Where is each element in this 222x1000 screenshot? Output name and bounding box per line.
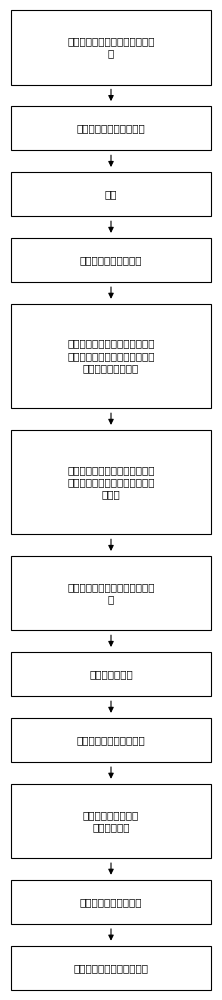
- Text: 淀积导电材料层: 淀积导电材料层: [89, 669, 133, 679]
- Text: 淀积金属电极并图形化: 淀积金属电极并图形化: [80, 897, 142, 907]
- Text: 图形化并刻蚀导电材料层: 图形化并刻蚀导电材料层: [77, 735, 145, 745]
- Text: 根据图样刻蚀深槽或深孔: 根据图样刻蚀深槽或深孔: [77, 123, 145, 133]
- Text: 图形化并刻蚀密封层和电隔离结
构: 图形化并刻蚀密封层和电隔离结 构: [67, 582, 155, 604]
- Text: 淀积密封材料作为密封层，覆盖
整个晶圆表面，密封之前刻蚀开
的结构: 淀积密封材料作为密封层，覆盖 整个晶圆表面，密封之前刻蚀开 的结构: [67, 465, 155, 499]
- FancyBboxPatch shape: [11, 718, 211, 762]
- Text: 刻蚀刻穿第一悬空硅膜: 刻蚀刻穿第一悬空硅膜: [80, 255, 142, 265]
- Text: 退火: 退火: [105, 189, 117, 199]
- FancyBboxPatch shape: [11, 304, 211, 408]
- FancyBboxPatch shape: [11, 172, 211, 216]
- FancyBboxPatch shape: [11, 784, 211, 858]
- FancyBboxPatch shape: [11, 10, 211, 85]
- FancyBboxPatch shape: [11, 946, 211, 990]
- FancyBboxPatch shape: [11, 652, 211, 696]
- Text: 提供衬底硅，在衬底硅上加工图
样: 提供衬底硅，在衬底硅上加工图 样: [67, 36, 155, 58]
- Text: 淀积半导体绝缘层，
图形化并刻蚀: 淀积半导体绝缘层， 图形化并刻蚀: [83, 810, 139, 832]
- Text: 利用半导体加工方式制作电隔离
结构，使得悬空薄膜与硅晶圆衬
底连接处完全电隔离: 利用半导体加工方式制作电隔离 结构，使得悬空薄膜与硅晶圆衬 底连接处完全电隔离: [67, 339, 155, 373]
- FancyBboxPatch shape: [11, 556, 211, 630]
- FancyBboxPatch shape: [11, 238, 211, 282]
- FancyBboxPatch shape: [11, 106, 211, 150]
- FancyBboxPatch shape: [11, 430, 211, 534]
- FancyBboxPatch shape: [11, 880, 211, 924]
- Text: 图形化并刻蚀形成进气结构: 图形化并刻蚀形成进气结构: [73, 963, 149, 973]
